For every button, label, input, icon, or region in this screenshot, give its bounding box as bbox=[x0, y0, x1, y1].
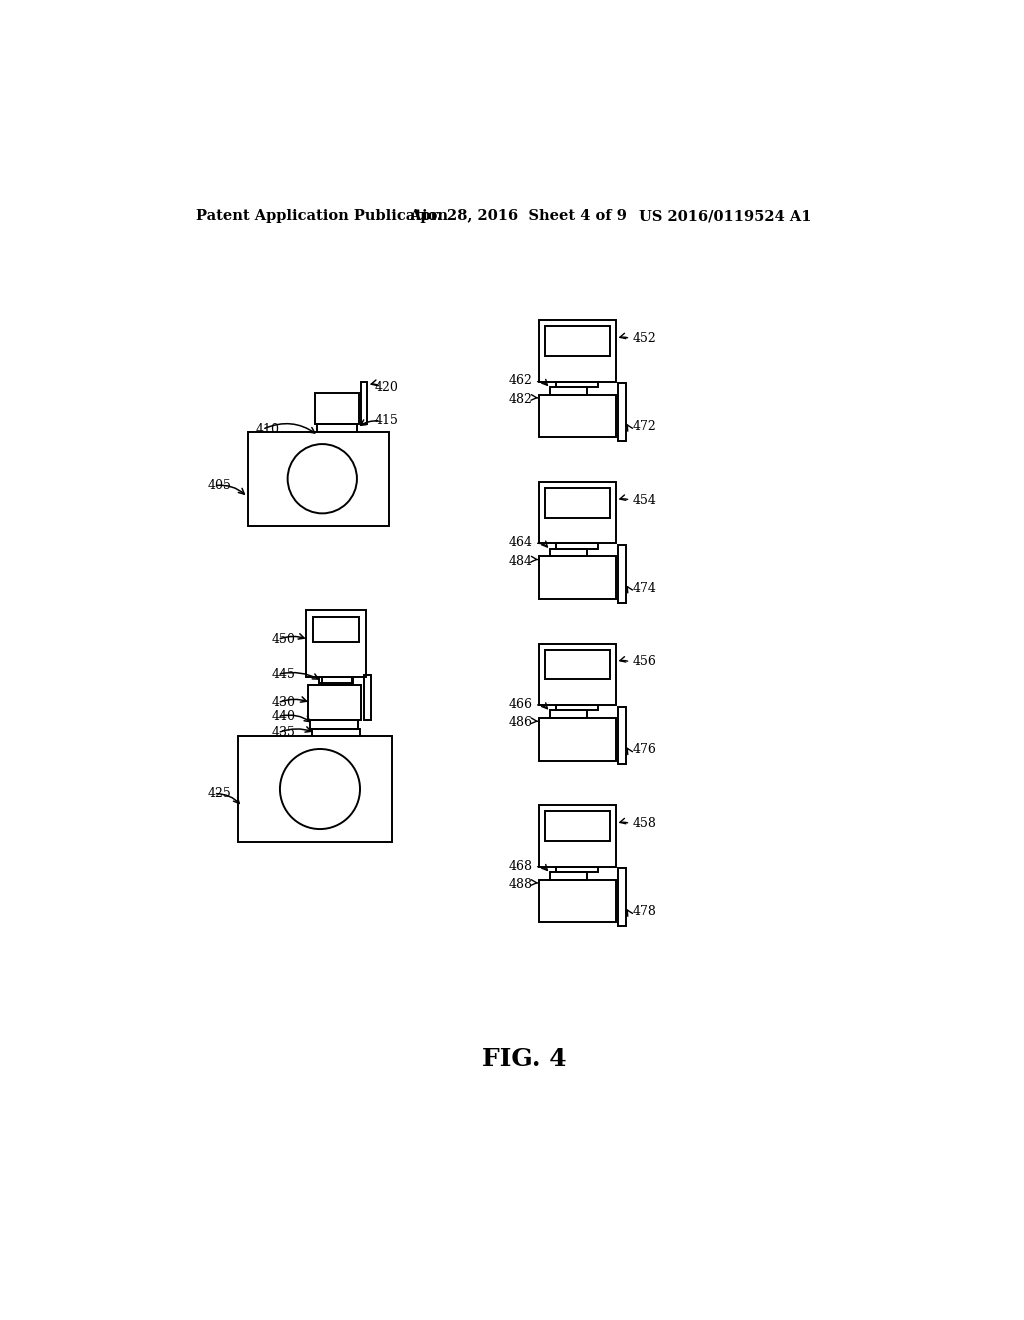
Bar bbox=[248, 432, 388, 525]
Text: FIG. 4: FIG. 4 bbox=[482, 1047, 567, 1072]
Bar bbox=[323, 677, 351, 685]
Text: 468: 468 bbox=[509, 859, 532, 873]
Text: 474: 474 bbox=[633, 582, 656, 595]
Text: 462: 462 bbox=[509, 375, 532, 388]
Text: 466: 466 bbox=[509, 698, 532, 711]
Bar bbox=[364, 675, 371, 719]
Text: 486: 486 bbox=[509, 717, 532, 730]
Text: 476: 476 bbox=[633, 743, 656, 756]
Bar bbox=[617, 545, 627, 603]
Text: 425: 425 bbox=[208, 787, 231, 800]
Bar bbox=[550, 387, 587, 395]
Bar bbox=[311, 729, 360, 737]
Text: US 2016/0119524 A1: US 2016/0119524 A1 bbox=[639, 209, 811, 223]
Text: 464: 464 bbox=[509, 536, 532, 549]
Bar bbox=[545, 488, 609, 517]
Text: 472: 472 bbox=[633, 420, 656, 433]
Text: 450: 450 bbox=[271, 634, 295, 647]
Text: 482: 482 bbox=[509, 393, 532, 407]
Bar bbox=[539, 718, 615, 760]
Bar bbox=[360, 381, 367, 424]
Bar bbox=[239, 737, 392, 842]
Text: 458: 458 bbox=[633, 817, 656, 830]
Text: 435: 435 bbox=[271, 726, 295, 739]
Bar bbox=[316, 424, 357, 432]
Bar bbox=[310, 719, 357, 729]
Bar bbox=[539, 880, 615, 923]
Text: 456: 456 bbox=[633, 656, 656, 668]
Text: 405: 405 bbox=[208, 479, 231, 492]
Bar bbox=[539, 557, 615, 599]
Text: Patent Application Publication: Patent Application Publication bbox=[196, 209, 449, 223]
Bar bbox=[556, 544, 598, 549]
Bar bbox=[556, 867, 598, 873]
Bar bbox=[539, 482, 615, 544]
Bar bbox=[308, 685, 360, 719]
Bar bbox=[545, 326, 609, 356]
Bar bbox=[306, 610, 367, 677]
Text: 484: 484 bbox=[509, 554, 532, 568]
Text: 430: 430 bbox=[271, 696, 296, 709]
Bar bbox=[550, 549, 587, 557]
Bar bbox=[545, 812, 609, 841]
Bar bbox=[550, 710, 587, 718]
Text: 415: 415 bbox=[375, 414, 398, 428]
Bar bbox=[539, 644, 615, 705]
Text: 452: 452 bbox=[633, 333, 656, 345]
Bar bbox=[319, 677, 353, 682]
Bar bbox=[539, 395, 615, 437]
Text: 445: 445 bbox=[271, 668, 295, 681]
Text: 410: 410 bbox=[256, 422, 281, 436]
Bar bbox=[313, 616, 359, 642]
Text: 454: 454 bbox=[633, 494, 656, 507]
Bar bbox=[556, 705, 598, 710]
Bar bbox=[550, 873, 587, 880]
Bar bbox=[556, 381, 598, 387]
Bar bbox=[314, 393, 359, 424]
Bar bbox=[539, 805, 615, 867]
Text: 440: 440 bbox=[271, 710, 296, 723]
Bar bbox=[617, 383, 627, 441]
Bar bbox=[545, 649, 609, 680]
Bar bbox=[617, 869, 627, 927]
Text: 420: 420 bbox=[375, 380, 398, 393]
Bar bbox=[539, 321, 615, 381]
Text: Apr. 28, 2016  Sheet 4 of 9: Apr. 28, 2016 Sheet 4 of 9 bbox=[410, 209, 627, 223]
Text: 478: 478 bbox=[633, 906, 656, 919]
Bar bbox=[617, 706, 627, 764]
Text: 488: 488 bbox=[509, 878, 532, 891]
